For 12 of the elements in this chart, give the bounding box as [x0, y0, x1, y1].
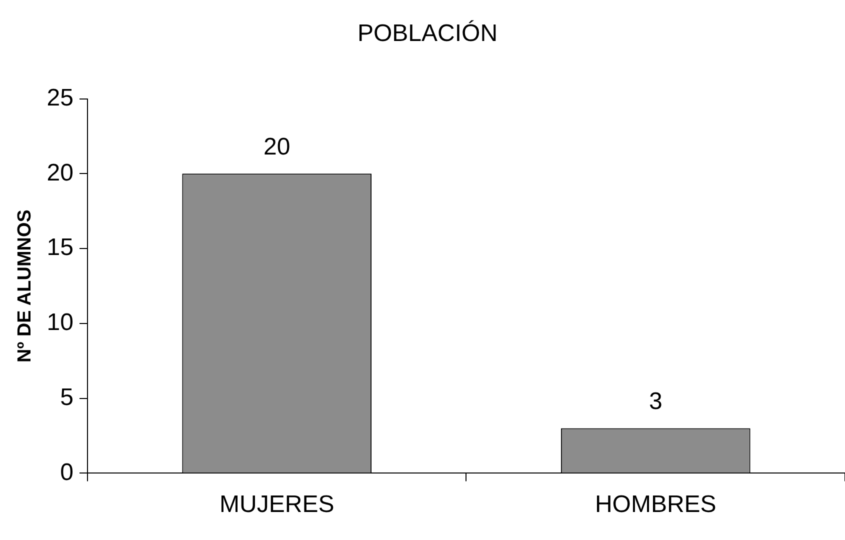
y-tick-label: 0: [60, 458, 74, 486]
y-axis-title: Nº DE ALUMNOS: [14, 210, 36, 362]
y-tick-label: 5: [60, 384, 74, 411]
data-label: 20: [264, 133, 290, 160]
y-tick-label: 15: [46, 234, 74, 262]
y-tick-label: 20: [46, 159, 74, 186]
chart-title: POBLACIÓN: [357, 20, 498, 48]
data-label: 3: [648, 388, 662, 415]
y-tick-label: 10: [46, 309, 74, 336]
x-tick-label: MUJERES: [220, 491, 334, 518]
x-tick-label: HOMBRES: [594, 491, 716, 518]
y-tick-label: 25: [46, 84, 74, 112]
